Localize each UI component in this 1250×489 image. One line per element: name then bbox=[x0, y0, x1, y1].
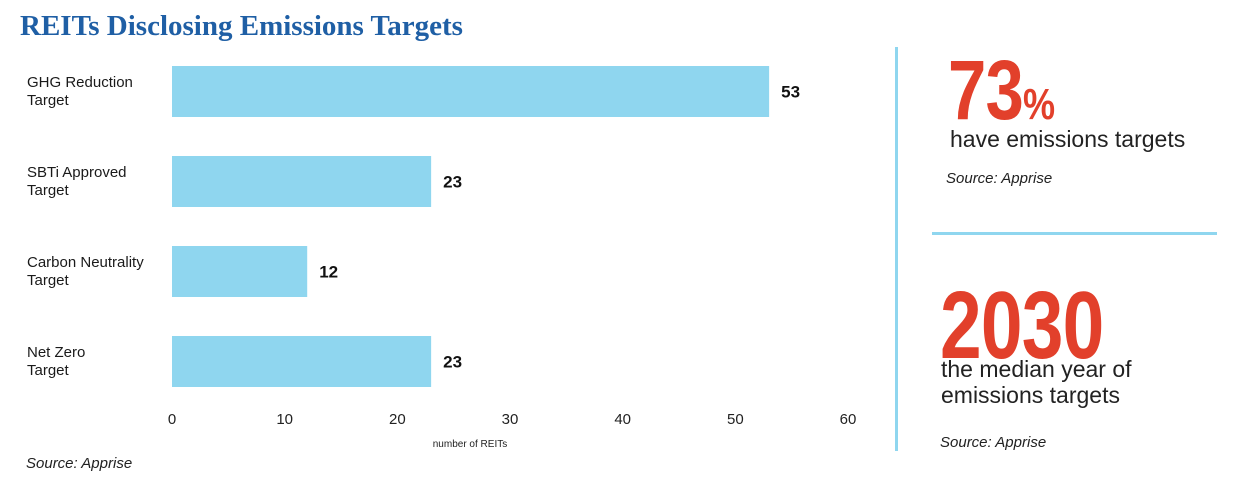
horizontal-divider bbox=[932, 232, 1217, 235]
bar bbox=[172, 66, 770, 117]
chart-source: Source: Apprise bbox=[26, 455, 133, 472]
category-label-line: Carbon Neutrality bbox=[27, 254, 144, 271]
category-label: GHG Reduction Target bbox=[27, 74, 133, 109]
data-label: 23 bbox=[443, 173, 462, 192]
bar bbox=[172, 246, 308, 297]
x-tick-label: 60 bbox=[840, 411, 857, 428]
stat-percent-description: have emissions targets bbox=[950, 126, 1186, 152]
x-axis-title: number of REITs bbox=[433, 439, 507, 450]
x-tick-label: 0 bbox=[168, 411, 176, 428]
bar bbox=[172, 156, 432, 207]
chart-title: REITs Disclosing Emissions Targets bbox=[20, 10, 463, 42]
x-tick-label: 30 bbox=[502, 411, 519, 428]
category-label-line: GHG Reduction bbox=[27, 74, 133, 91]
category-label-line: Net Zero bbox=[27, 344, 85, 361]
category-label-line: Target bbox=[27, 182, 70, 199]
category-label-line: SBTi Approved bbox=[27, 164, 127, 181]
data-label: 53 bbox=[781, 83, 800, 102]
stat-year-value: 2030 bbox=[940, 272, 1104, 379]
stat-year-source: Source: Apprise bbox=[940, 434, 1047, 451]
category-label-line: Target bbox=[27, 92, 70, 109]
bar bbox=[172, 336, 432, 387]
category-label: SBTi Approved Target bbox=[27, 164, 127, 199]
category-label: Net Zero Target bbox=[27, 344, 85, 379]
stat-percent-number: 73 bbox=[948, 43, 1024, 137]
stat-percent-source: Source: Apprise bbox=[946, 170, 1053, 187]
data-label: 12 bbox=[319, 263, 338, 282]
category-label-line: Target bbox=[27, 272, 70, 289]
x-tick-label: 50 bbox=[727, 411, 744, 428]
category-label-line: Target bbox=[27, 362, 70, 379]
vertical-divider bbox=[895, 47, 898, 451]
category-label: Carbon Neutrality Target bbox=[27, 254, 144, 289]
stat-percent-value: 73% bbox=[948, 48, 1055, 132]
data-label: 23 bbox=[443, 353, 462, 372]
stat-percent-unit: % bbox=[1022, 80, 1055, 129]
stat-year-description: the median year of emissions targets bbox=[941, 356, 1132, 409]
x-tick-label: 10 bbox=[276, 411, 293, 428]
x-tick-label: 40 bbox=[614, 411, 631, 428]
x-tick-label: 20 bbox=[389, 411, 406, 428]
